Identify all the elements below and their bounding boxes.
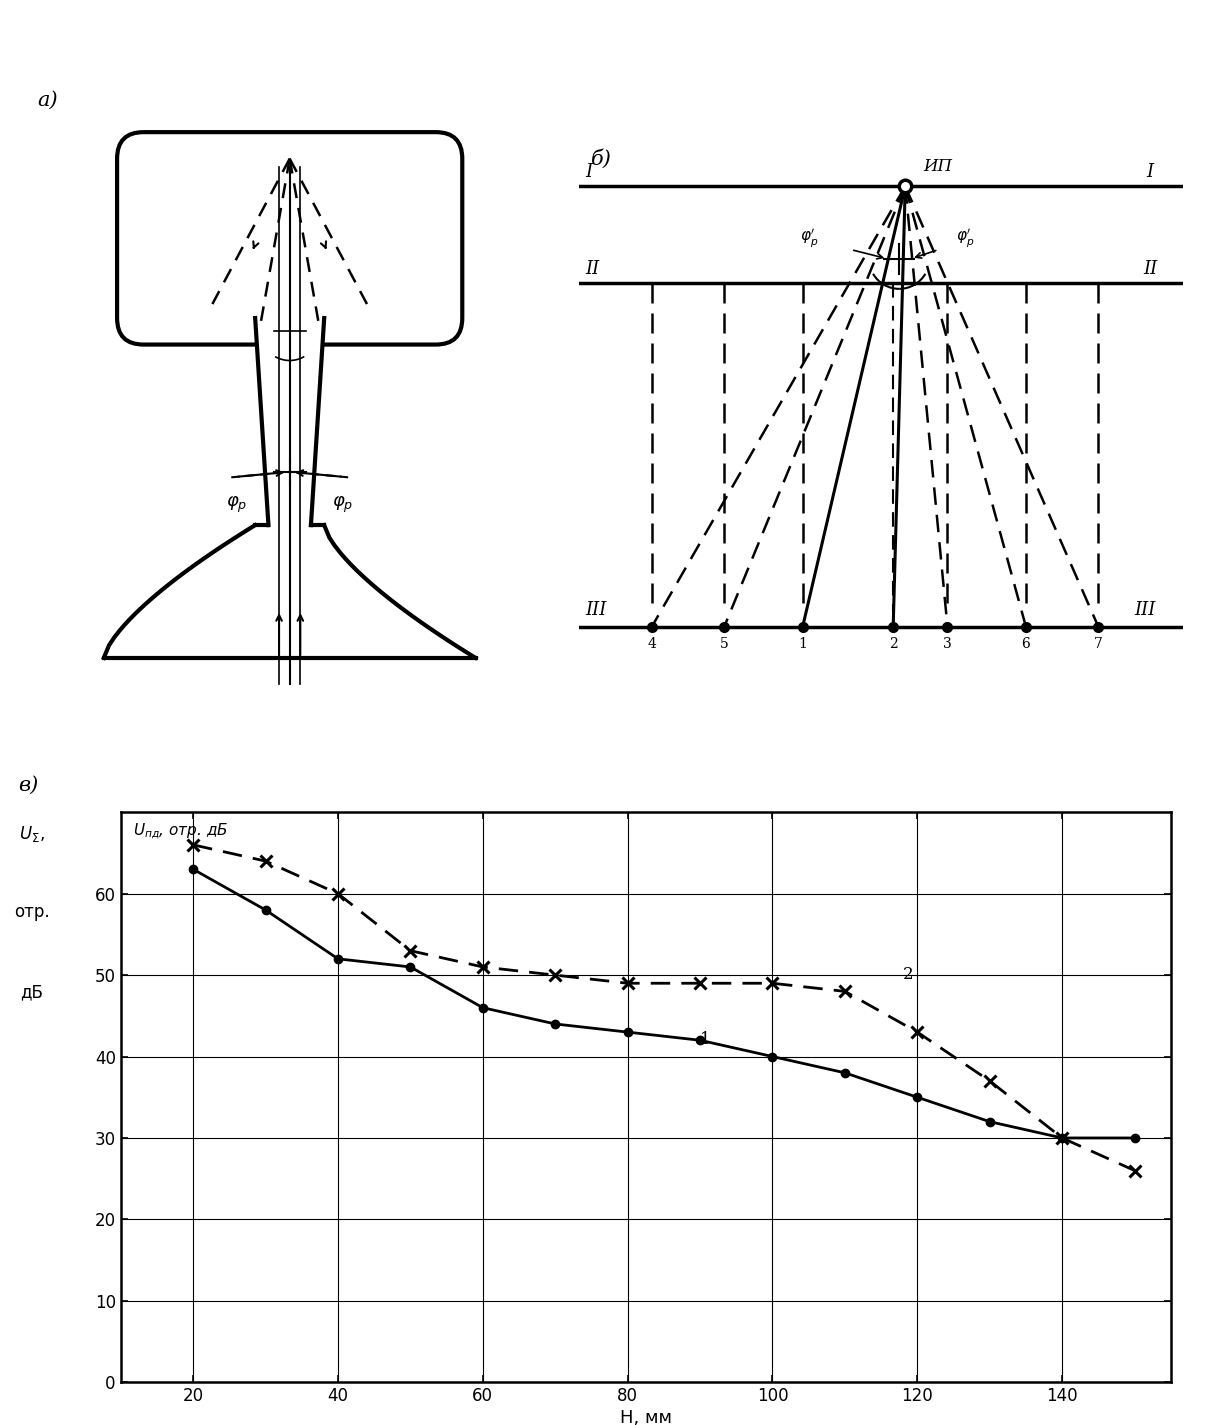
Text: 5: 5 <box>719 637 729 651</box>
Text: 2: 2 <box>888 637 898 651</box>
Polygon shape <box>104 526 476 658</box>
Text: 3: 3 <box>943 637 952 651</box>
Polygon shape <box>255 318 325 526</box>
Text: 6: 6 <box>1021 637 1031 651</box>
Text: 7: 7 <box>1094 637 1103 651</box>
Text: $\varphi_p'$: $\varphi_p'$ <box>956 227 975 249</box>
Text: $U_\Sigma,$: $U_\Sigma,$ <box>18 824 45 844</box>
Text: $U_{пд}$, отр. дБ: $U_{пд}$, отр. дБ <box>133 821 229 841</box>
Text: дБ: дБ <box>21 983 43 1002</box>
Text: б): б) <box>591 150 612 170</box>
Text: II: II <box>1143 259 1158 278</box>
Text: 1: 1 <box>700 1032 711 1049</box>
Text: II: II <box>585 259 600 278</box>
Text: III: III <box>1135 601 1156 618</box>
Text: I: I <box>585 164 593 181</box>
Text: $\varphi_p$: $\varphi_p$ <box>332 494 354 514</box>
Text: $\varphi_p'$: $\varphi_p'$ <box>799 227 818 249</box>
Text: отр.: отр. <box>13 903 49 922</box>
Text: 2: 2 <box>903 966 914 983</box>
Text: 4: 4 <box>647 637 657 651</box>
Text: а): а) <box>37 91 58 110</box>
Text: в): в) <box>18 775 39 795</box>
Text: ИП: ИП <box>923 158 952 175</box>
Text: $\varphi_p$: $\varphi_p$ <box>226 494 247 514</box>
Text: I: I <box>1147 164 1154 181</box>
FancyBboxPatch shape <box>117 133 462 345</box>
X-axis label: H, мм: H, мм <box>619 1409 672 1425</box>
Text: III: III <box>585 601 607 618</box>
Text: 1: 1 <box>798 637 807 651</box>
